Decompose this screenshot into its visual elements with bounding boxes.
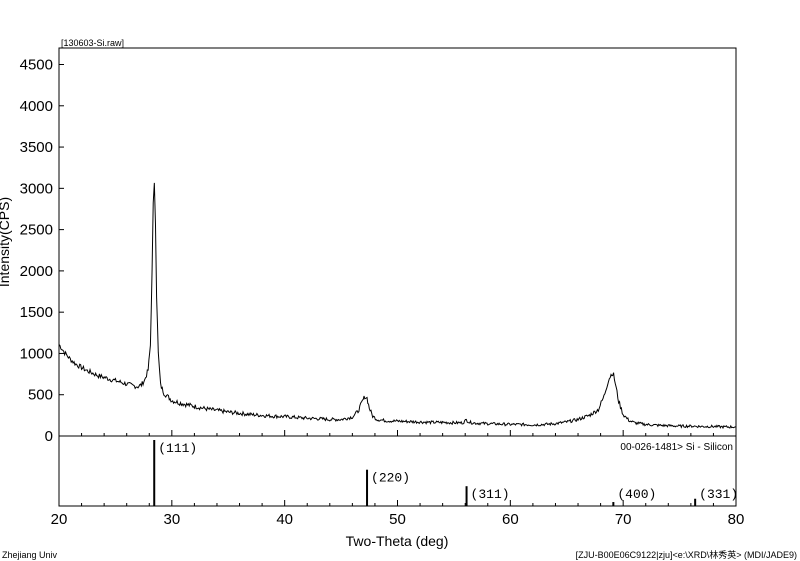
y-tick-label: 2500: [20, 222, 53, 239]
peak-hkl-label: (111): [158, 441, 197, 456]
y-tick-label: 0: [45, 428, 53, 445]
reference-label: 00-026-1481> Si - Silicon: [620, 442, 733, 453]
y-axis: 0 500 1000 1500 2000 2500 3000 3500 4000 4500: [20, 57, 64, 445]
peak-hkl-label: (220): [371, 471, 410, 486]
y-tick-label: 1000: [20, 345, 53, 362]
peak-hkl-label: (400): [617, 487, 656, 502]
series-line: [58, 182, 737, 430]
y-axis-title: Intensity(CPS): [0, 197, 12, 287]
x-tick-label: 30: [163, 511, 180, 528]
institution-label: Zhejiang Univ: [2, 550, 58, 560]
y-tick-label: 4500: [20, 57, 53, 74]
x-tick-label: 40: [276, 511, 293, 528]
x-tick-label: 60: [502, 511, 519, 528]
x-tick-label: 80: [728, 511, 745, 528]
peak-hkl-label: (331): [699, 487, 738, 502]
x-tick-label: 20: [51, 511, 68, 528]
x-tick-label: 70: [615, 511, 632, 528]
x-axis: 20 30 40 50 60 70 80: [51, 430, 745, 528]
y-tick-label: 2000: [20, 263, 53, 280]
x-axis-title: Two-Theta (deg): [346, 533, 449, 549]
footer-info: [ZJU-B00E06C9122|zju]<e:\XRD\林秀英> (MDI/J…: [576, 549, 797, 560]
y-tick-label: 4000: [20, 98, 53, 115]
reference-peaks: (111) (220) (311) (400) (331): [153, 440, 738, 506]
y-tick-label: 1500: [20, 304, 53, 321]
y-tick-label: 3000: [20, 180, 53, 197]
file-label: [130603-Si.raw]: [61, 38, 124, 48]
x-tick-label: 50: [389, 511, 406, 528]
y-tick-label: 500: [28, 387, 53, 404]
peak-hkl-label: (311): [471, 487, 510, 502]
y-tick-label: 3500: [20, 139, 53, 156]
